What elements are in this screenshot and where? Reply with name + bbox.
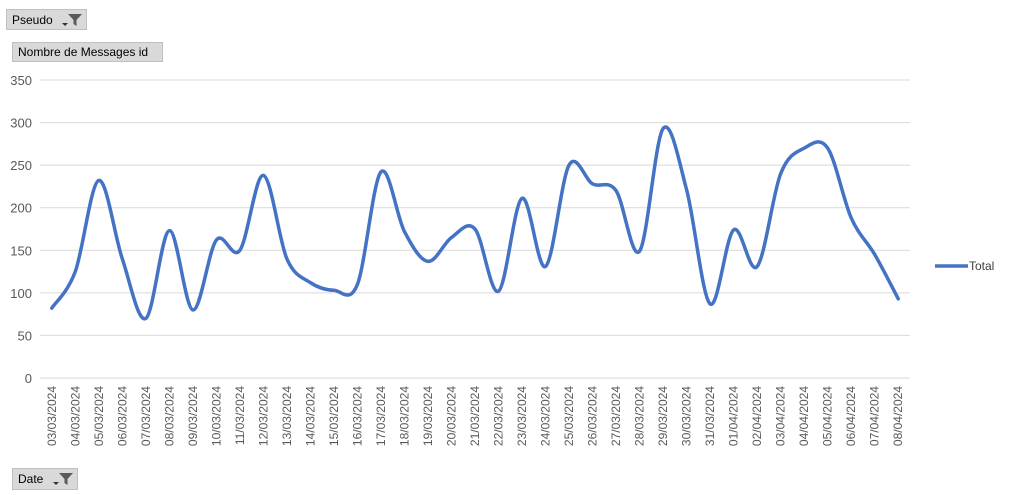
x-tick-label: 01/04/2024	[727, 386, 741, 446]
x-tick-label: 07/04/2024	[868, 386, 882, 446]
series-lines	[50, 125, 900, 321]
x-tick-label: 13/03/2024	[280, 386, 294, 446]
x-tick-label: 19/03/2024	[421, 386, 435, 446]
x-tick-label: 21/03/2024	[468, 386, 482, 446]
x-tick-label: 16/03/2024	[350, 386, 364, 446]
y-tick-label: 50	[18, 328, 32, 343]
values-field-button: Nombre de Messages id	[12, 42, 163, 62]
x-tick-label: 18/03/2024	[397, 386, 411, 446]
x-tick-label: 28/03/2024	[633, 386, 647, 446]
dropdown-arrow-icon	[62, 22, 68, 26]
filter-icon	[68, 13, 82, 26]
date-filter-label: Date	[18, 472, 44, 486]
x-tick-label: 05/04/2024	[821, 386, 835, 446]
y-tick-label: 250	[10, 158, 32, 173]
x-tick-label: 03/04/2024	[774, 386, 788, 446]
x-tick-label: 12/03/2024	[256, 386, 270, 446]
y-tick-label: 300	[10, 116, 32, 131]
x-tick-label: 31/03/2024	[703, 386, 717, 446]
filter-icon	[59, 473, 73, 485]
pseudo-filter-button[interactable]: Pseudo	[6, 9, 87, 30]
x-tick-label: 30/03/2024	[680, 386, 694, 446]
x-tick-label: 17/03/2024	[374, 386, 388, 446]
x-tick-label: 04/03/2024	[68, 386, 82, 446]
x-tick-label: 15/03/2024	[327, 386, 341, 446]
pseudo-filter-label: Pseudo	[12, 12, 53, 27]
x-tick-label: 20/03/2024	[444, 386, 458, 446]
legend: Total	[935, 259, 994, 273]
x-tick-label: 23/03/2024	[515, 386, 529, 446]
y-axis-ticks: 0 50 100 150 200 250 300 350	[10, 73, 32, 386]
line-chart: 0 50 100 150 200 250 300 350 03/03/2024 04/03/20…	[10, 73, 994, 446]
y-tick-label: 150	[10, 243, 32, 258]
legend-label: Total	[969, 259, 994, 273]
x-tick-label: 08/04/2024	[891, 386, 905, 446]
series-line-total	[50, 125, 900, 321]
y-tick-label: 350	[10, 73, 32, 88]
x-tick-label: 14/03/2024	[303, 386, 317, 446]
x-tick-label: 04/04/2024	[797, 386, 811, 446]
x-tick-label: 24/03/2024	[539, 386, 553, 446]
x-tick-label: 27/03/2024	[609, 386, 623, 446]
x-tick-label: 06/04/2024	[844, 386, 858, 446]
x-tick-label: 26/03/2024	[586, 386, 600, 446]
y-tick-label: 200	[10, 201, 32, 216]
dropdown-arrow-icon	[53, 482, 59, 485]
x-tick-label: 11/03/2024	[233, 386, 247, 445]
y-tick-label: 0	[25, 371, 32, 386]
x-tick-label: 10/03/2024	[209, 386, 223, 446]
values-field-label: Nombre de Messages id	[18, 45, 149, 59]
x-tick-label: 05/03/2024	[92, 386, 106, 446]
x-axis-ticks: 03/03/2024 04/03/2024 05/03/2024 06/03/2024…	[45, 386, 905, 446]
x-tick-label: 08/03/2024	[162, 386, 176, 446]
x-tick-label: 07/03/2024	[139, 386, 153, 446]
y-tick-label: 100	[10, 286, 32, 301]
x-tick-label: 22/03/2024	[492, 386, 506, 446]
date-filter-button[interactable]: Date	[12, 468, 78, 490]
x-tick-label: 29/03/2024	[656, 386, 670, 446]
x-tick-label: 02/04/2024	[750, 386, 764, 446]
x-tick-label: 06/03/2024	[115, 386, 129, 446]
x-tick-label: 25/03/2024	[562, 386, 576, 446]
x-tick-label: 09/03/2024	[186, 386, 200, 446]
x-tick-label: 03/03/2024	[45, 386, 59, 446]
